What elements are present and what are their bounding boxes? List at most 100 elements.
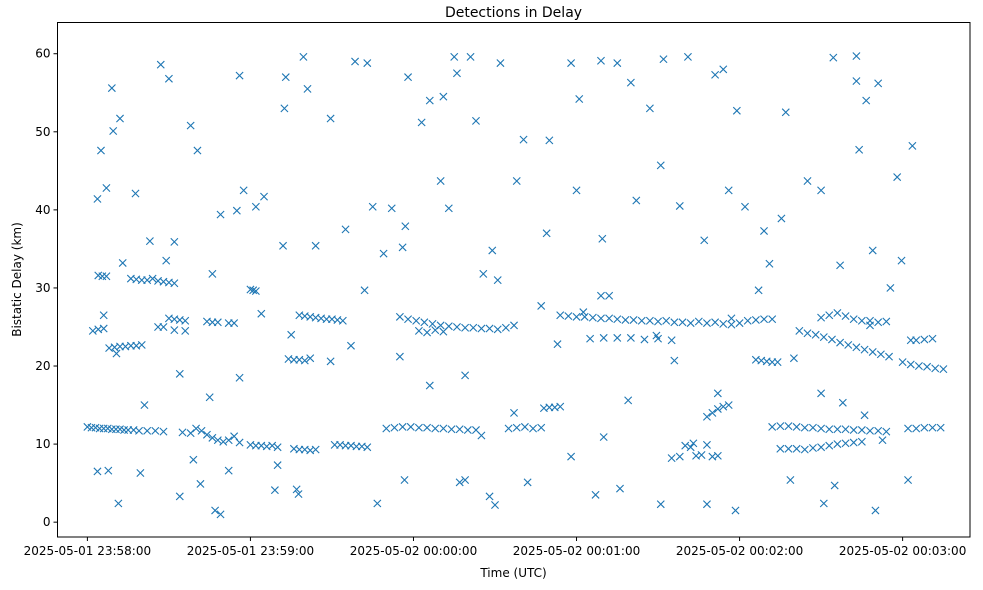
data-point — [702, 319, 711, 328]
data-point — [107, 84, 116, 93]
data-point — [833, 440, 842, 449]
data-point — [830, 481, 839, 490]
data-point — [273, 443, 282, 452]
x-tick-label: 2025-05-02 00:00:00 — [350, 544, 477, 558]
data-point — [670, 356, 679, 365]
data-point — [878, 436, 887, 445]
data-point — [735, 319, 744, 328]
data-point — [855, 145, 864, 154]
data-point — [629, 315, 638, 324]
data-point — [493, 276, 502, 285]
data-point — [118, 258, 127, 267]
data-point — [154, 322, 163, 331]
data-point — [431, 326, 440, 335]
data-point — [876, 350, 885, 359]
data-point — [857, 426, 866, 435]
data-point — [575, 95, 584, 103]
data-point — [346, 341, 355, 350]
data-point — [656, 500, 665, 509]
data-point — [360, 286, 369, 295]
data-point — [613, 315, 622, 324]
data-point — [841, 439, 850, 448]
data-point — [652, 331, 661, 340]
data-point — [808, 444, 817, 452]
data-point — [768, 315, 777, 324]
data-point — [431, 424, 440, 433]
data-point — [202, 430, 211, 439]
y-tick-label: 10 — [35, 437, 50, 451]
data-point — [659, 55, 668, 64]
data-point — [306, 354, 315, 363]
data-point — [683, 52, 692, 61]
data-point — [450, 52, 459, 61]
data-point — [520, 422, 529, 431]
data-point — [162, 256, 171, 265]
data-point — [512, 176, 521, 185]
data-point — [654, 317, 663, 326]
data-point — [491, 501, 499, 509]
data-point — [681, 441, 690, 450]
data-point — [825, 425, 834, 434]
data-point — [686, 319, 695, 328]
data-point — [857, 316, 866, 325]
data-point — [99, 324, 108, 333]
y-axis-ticks: 0 10 20 30 40 50 60 — [35, 47, 58, 529]
data-point — [591, 490, 600, 499]
data-point — [928, 423, 937, 432]
data-point — [208, 269, 217, 278]
data-point — [906, 336, 915, 345]
data-point — [537, 423, 546, 432]
data-point — [841, 312, 850, 321]
data-point — [556, 402, 565, 411]
data-point — [136, 468, 145, 477]
data-point — [471, 116, 480, 125]
data-point — [257, 309, 266, 318]
data-point — [849, 426, 858, 435]
data-point — [605, 291, 614, 300]
data-point — [404, 315, 413, 324]
data-point — [567, 59, 576, 68]
points-layer — [83, 52, 948, 519]
data-point — [452, 69, 461, 78]
data-point — [466, 52, 475, 61]
data-point — [886, 283, 895, 292]
data-point — [743, 316, 752, 325]
data-point — [670, 318, 679, 327]
data-point — [406, 422, 415, 431]
data-point — [270, 486, 279, 495]
data-point — [637, 316, 646, 325]
data-point — [819, 333, 828, 342]
data-point — [776, 422, 785, 431]
data-point — [545, 136, 554, 145]
data-point — [93, 467, 102, 476]
data-point — [931, 364, 940, 373]
data-point — [181, 326, 190, 335]
data-point — [395, 312, 404, 321]
data-point — [542, 229, 551, 238]
y-tick-label: 20 — [35, 359, 50, 373]
data-point — [279, 241, 288, 250]
data-point — [341, 225, 350, 234]
data-point — [420, 318, 429, 327]
data-point — [368, 202, 377, 211]
data-point — [159, 427, 168, 436]
data-point — [588, 313, 597, 322]
data-point — [444, 204, 453, 213]
data-point — [860, 345, 869, 354]
plot-frame — [57, 22, 971, 538]
data-point — [897, 256, 906, 265]
data-point — [885, 352, 894, 361]
data-point — [205, 393, 214, 402]
data-point — [387, 204, 396, 213]
data-point — [197, 426, 206, 435]
data-point — [741, 202, 749, 211]
data-point — [439, 424, 448, 433]
data-point — [694, 317, 703, 326]
data-point — [109, 127, 118, 136]
data-point — [795, 326, 804, 335]
data-point — [829, 53, 838, 62]
data-point — [827, 335, 836, 344]
data-point — [662, 316, 671, 325]
data-point — [936, 423, 945, 432]
data-point — [912, 424, 921, 433]
